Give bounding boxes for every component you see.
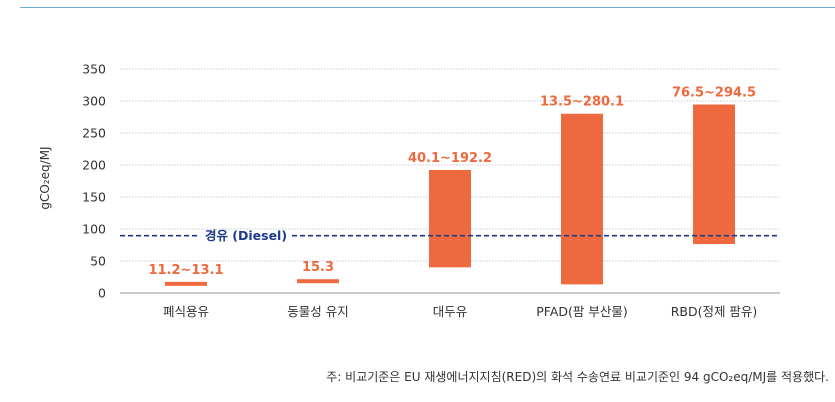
y-tick-label: 0 bbox=[98, 286, 106, 301]
range-bar bbox=[429, 169, 471, 268]
data-label: 13.5~280.1 bbox=[540, 95, 624, 110]
range-bar bbox=[165, 281, 207, 286]
category-label: PFAD(팜 부산물) bbox=[536, 304, 627, 319]
data-label: 40.1~192.2 bbox=[408, 151, 492, 166]
range-bar bbox=[693, 104, 735, 245]
category-label: 동물성 유지 bbox=[287, 304, 348, 319]
reference-line-label: 경유 (Diesel) bbox=[205, 228, 287, 243]
y-tick-label: 200 bbox=[82, 158, 106, 173]
y-tick-label: 50 bbox=[90, 254, 106, 269]
data-label: 11.2~13.1 bbox=[148, 263, 223, 278]
range-bar bbox=[297, 279, 339, 284]
top-rule bbox=[20, 7, 835, 8]
category-label: 대두유 bbox=[433, 304, 468, 319]
reference-line-layer: 경유 (Diesel) bbox=[120, 228, 780, 243]
y-tick-label: 100 bbox=[82, 222, 106, 237]
data-label: 15.3 bbox=[302, 260, 334, 275]
category-label: RBD(정제 팜유) bbox=[671, 304, 758, 319]
y-tick-label: 150 bbox=[82, 190, 106, 205]
range-bar bbox=[561, 113, 603, 285]
bars-layer bbox=[165, 104, 735, 286]
y-axis-ticks: 0 50 100 150 200 250 300 350 bbox=[82, 62, 106, 301]
category-label: 폐식용유 bbox=[163, 304, 209, 319]
data-label: 76.5~294.5 bbox=[672, 86, 756, 101]
y-tick-label: 350 bbox=[82, 62, 106, 77]
footnote: 주: 비교기준은 EU 재생에너지지침(RED)의 화석 수송연료 비교기준인 … bbox=[326, 370, 829, 384]
data-labels-layer: 11.2~13.1 15.3 40.1~192.2 13.5~280.1 76.5~29… bbox=[148, 86, 756, 278]
y-axis-label: gCO₂eq/MJ bbox=[38, 146, 52, 209]
y-tick-label: 300 bbox=[82, 94, 106, 109]
category-labels-layer: 폐식용유 동물성 유지 대두유 PFAD(팜 부산물) RBD(정제 팜유) bbox=[163, 304, 757, 319]
y-tick-label: 250 bbox=[82, 126, 106, 141]
